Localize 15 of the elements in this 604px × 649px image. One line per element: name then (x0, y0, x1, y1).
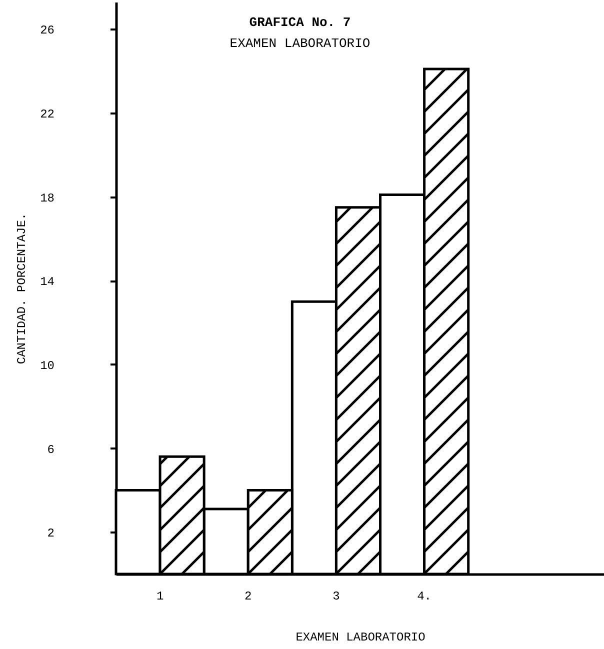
y-axis-title: CANTIDAD. PORCENTAJE. (15, 212, 30, 364)
x-tick-label: 2 (244, 590, 252, 604)
y-tick-label: 22 (40, 108, 54, 122)
y-tick-label: 2 (47, 526, 54, 541)
y-tick-label: 14 (40, 275, 54, 290)
y-tick-label: 6 (47, 442, 54, 457)
text: GRAFICA No. 7 (249, 15, 351, 30)
y-tick-label: 10 (40, 358, 54, 373)
x-axis-title: EXAMEN LABORATORIO (296, 630, 426, 644)
x-tick-label: 1 (156, 590, 164, 604)
y-tick-label: 18 (40, 191, 54, 206)
y-tick-label: 26 (40, 24, 54, 38)
text: EXAMEN LABORATORIO (230, 36, 370, 51)
x-tick-label: 3 (332, 590, 340, 604)
x-tick-label: 4. (417, 590, 432, 604)
